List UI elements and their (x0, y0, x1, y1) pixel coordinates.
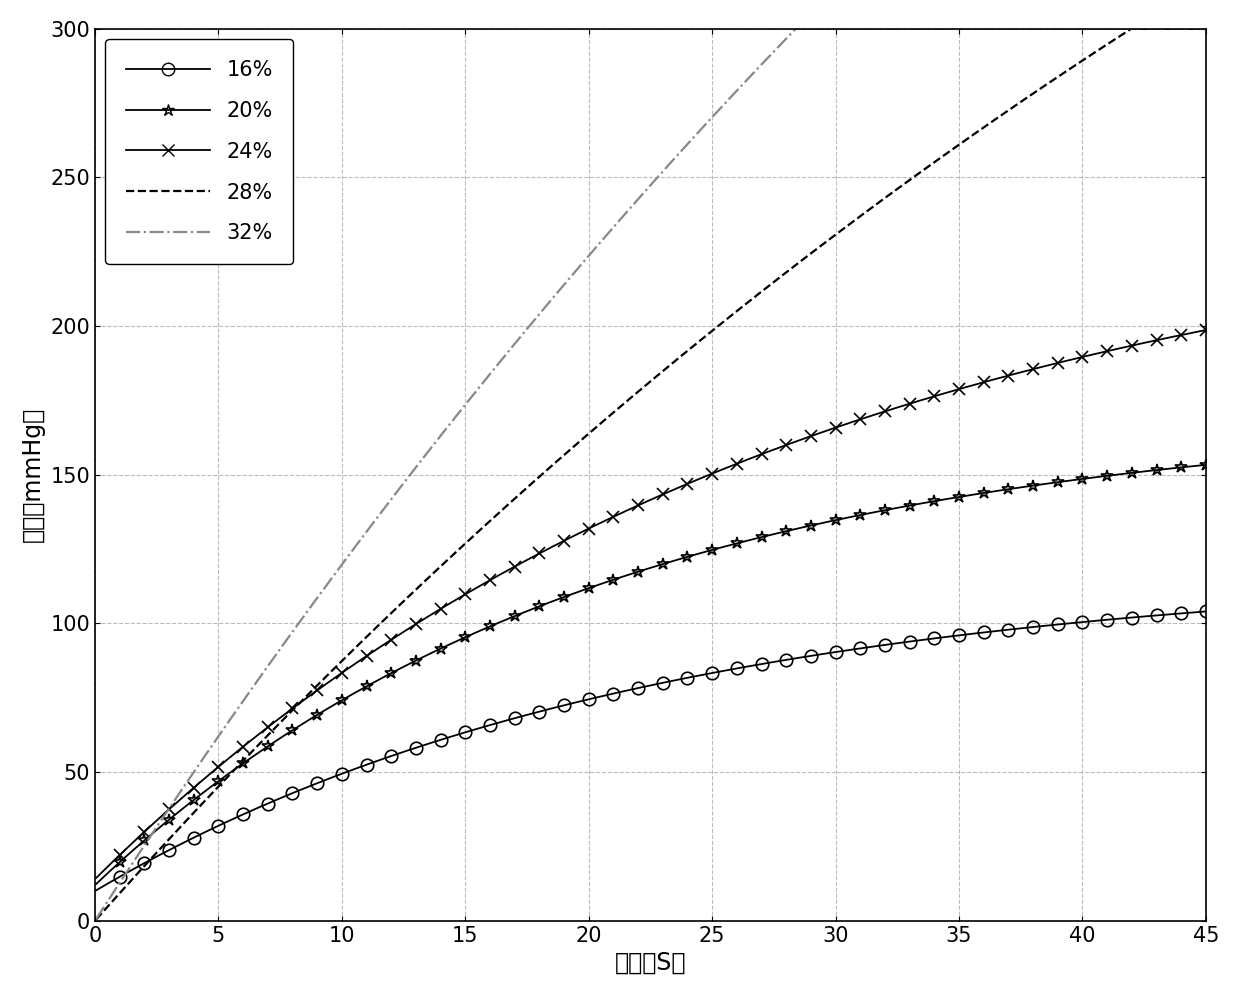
Line: 32%: 32% (97, 29, 1207, 919)
X-axis label: 时间（S）: 时间（S） (615, 951, 686, 975)
28% (631, 385, 646, 397)
28% (135, 863, 150, 874)
Legend: 16%, 20%, 24%, 28%, 32%: 16%, 20%, 24%, 28%, 32% (105, 39, 294, 264)
28% (1199, 23, 1214, 35)
32% (1199, 23, 1214, 35)
32% (306, 597, 321, 609)
Line: 28%: 28% (97, 29, 1207, 919)
28% (1140, 23, 1154, 35)
28% (155, 841, 170, 853)
Y-axis label: 压力（mmHg）: 压力（mmHg） (21, 407, 45, 543)
28% (94, 907, 109, 919)
32% (89, 913, 104, 925)
28% (306, 683, 321, 695)
32% (631, 192, 646, 204)
28% (89, 913, 104, 925)
32% (1140, 23, 1154, 35)
32% (155, 812, 170, 824)
32% (135, 843, 150, 855)
32% (789, 23, 804, 35)
32% (94, 905, 109, 917)
28% (1123, 23, 1138, 35)
